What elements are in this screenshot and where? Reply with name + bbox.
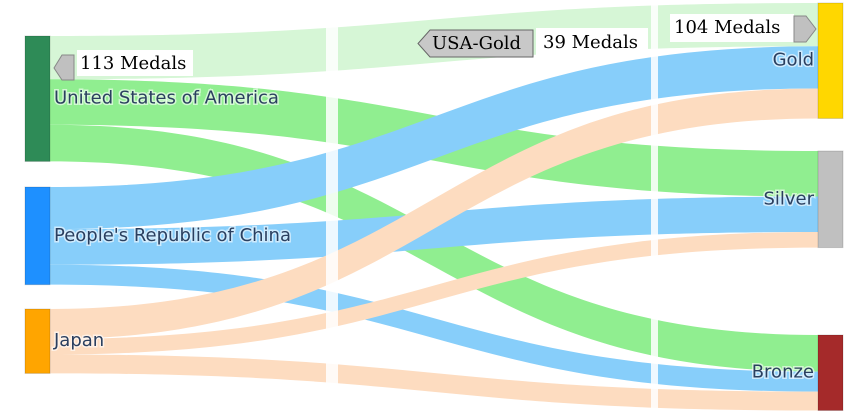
gap — [651, 0, 658, 415]
hover-label: 113 Medals — [53, 50, 193, 81]
links — [50, 3, 818, 411]
node — [817, 150, 844, 249]
link — [50, 354, 818, 411]
nodes: United States of America People's Republi… — [24, 2, 844, 411]
node-label: Silver — [763, 188, 814, 209]
node-label: United States of America — [54, 88, 279, 109]
link — [50, 264, 818, 392]
hover-label: USA-Gold 39 Medals — [417, 28, 648, 58]
link — [50, 232, 818, 355]
node-label: Bronze — [752, 362, 814, 383]
link — [50, 46, 818, 230]
link — [50, 88, 818, 339]
node-label: Japan — [53, 330, 104, 351]
node-label: Gold — [773, 50, 814, 71]
hover-text: 104 Medals — [674, 17, 780, 38]
hover-label: 104 Medals — [670, 14, 817, 43]
hover-box — [77, 50, 193, 76]
node — [817, 2, 844, 119]
node — [24, 35, 51, 162]
hover-box — [670, 14, 794, 42]
hover-text: 39 Medals — [543, 32, 638, 53]
hover-pointer — [53, 54, 75, 81]
hover-text: 113 Medals — [80, 53, 186, 74]
hover-box — [536, 28, 648, 56]
node-label: People's Republic of China — [54, 225, 291, 246]
node — [24, 186, 51, 286]
hover-pointer — [793, 15, 817, 43]
hover-pointer — [417, 29, 534, 58]
node — [817, 334, 844, 411]
node — [24, 308, 51, 374]
hover-name: USA-Gold — [432, 33, 521, 54]
link — [50, 196, 818, 265]
gap — [326, 0, 338, 415]
